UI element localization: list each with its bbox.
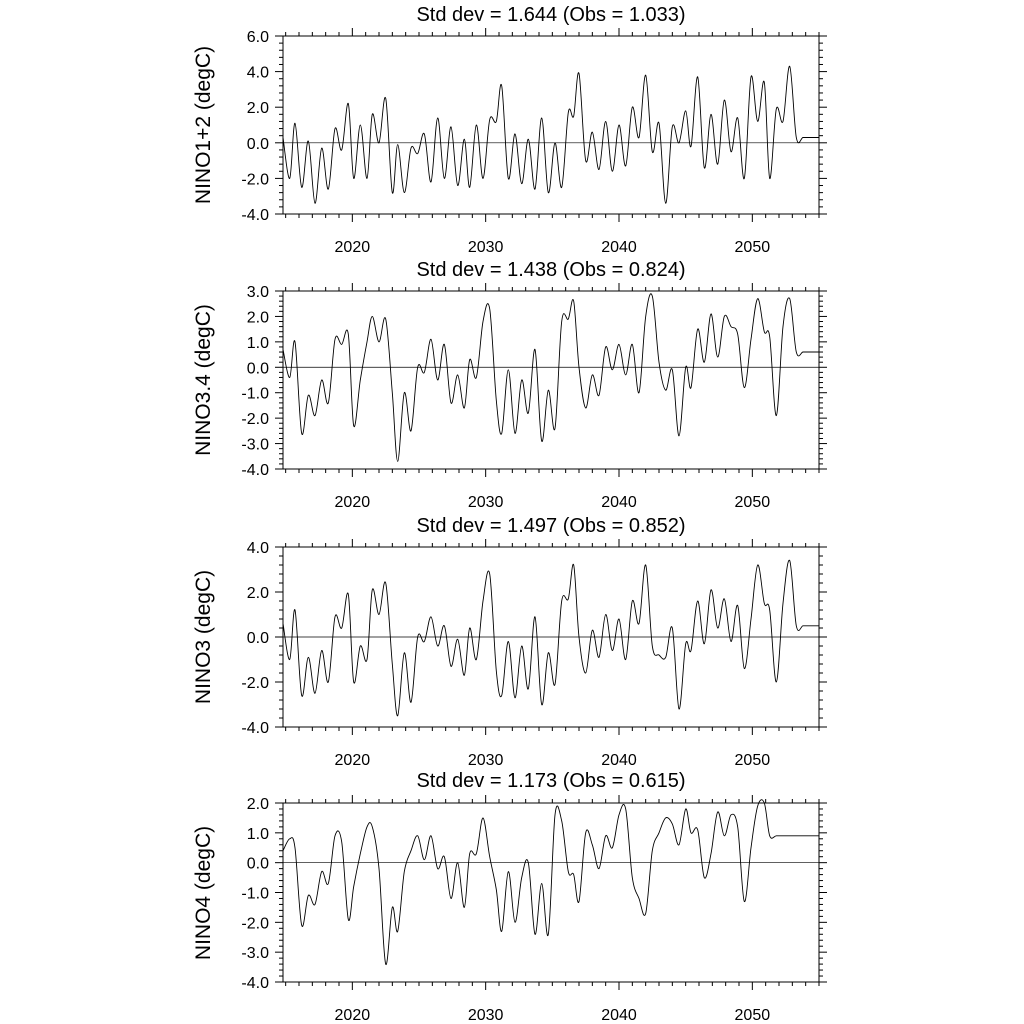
x-tick-label: 2020 bbox=[335, 239, 371, 256]
x-tick-label: 2050 bbox=[735, 1007, 771, 1024]
x-tick-label: 2040 bbox=[601, 752, 637, 769]
x-tick-label: 2040 bbox=[601, 494, 637, 511]
y-axis-label: NINO3 (degC) bbox=[192, 570, 215, 704]
series-line bbox=[282, 799, 819, 965]
y-tick-label: 0.0 bbox=[247, 136, 269, 153]
panel-title: Std dev = 1.497 (Obs = 0.852) bbox=[416, 515, 685, 537]
y-tick-label: 4.0 bbox=[247, 540, 269, 557]
y-tick-label: -1.0 bbox=[241, 886, 269, 903]
y-tick-label: -2.0 bbox=[241, 915, 269, 932]
x-tick-label: 2040 bbox=[601, 1007, 637, 1024]
y-tick-label: 3.0 bbox=[247, 284, 269, 301]
series-line bbox=[282, 559, 819, 717]
panel-nino34: Std dev = 1.438 (Obs = 0.824) NINO3.4 (d… bbox=[192, 259, 827, 511]
y-tick-label: 2.0 bbox=[247, 309, 269, 326]
y-tick-label: 0.0 bbox=[247, 856, 269, 873]
y-tick-label: -4.0 bbox=[241, 975, 269, 992]
y-tick-label: -2.0 bbox=[241, 675, 269, 692]
series-line bbox=[282, 65, 819, 204]
y-tick-label: -3.0 bbox=[241, 945, 269, 962]
x-tick-label: 2020 bbox=[335, 1007, 371, 1024]
y-tick-label: 1.0 bbox=[247, 826, 269, 843]
y-tick-label: 2.0 bbox=[247, 100, 269, 117]
x-tick-label: 2030 bbox=[468, 752, 504, 769]
y-tick-label: 2.0 bbox=[247, 796, 269, 813]
y-tick-label: 6.0 bbox=[247, 29, 269, 46]
panel-nino4: Std dev = 1.173 (Obs = 0.615) NINO4 (deg… bbox=[192, 770, 827, 1024]
y-tick-label: -4.0 bbox=[241, 462, 269, 479]
x-tick-label: 2020 bbox=[335, 494, 371, 511]
y-tick-label: 4.0 bbox=[247, 65, 269, 82]
panel-nino3: Std dev = 1.497 (Obs = 0.852) NINO3 (deg… bbox=[192, 515, 827, 769]
y-tick-label: -2.0 bbox=[241, 411, 269, 428]
y-tick-label: 0.0 bbox=[247, 360, 269, 377]
y-tick-label: 2.0 bbox=[247, 585, 269, 602]
x-tick-label: 2040 bbox=[601, 239, 637, 256]
y-tick-label: 1.0 bbox=[247, 335, 269, 352]
x-tick-label: 2050 bbox=[735, 494, 771, 511]
panel-title: Std dev = 1.438 (Obs = 0.824) bbox=[416, 259, 685, 281]
x-tick-label: 2030 bbox=[468, 1007, 504, 1024]
plot-frame bbox=[282, 35, 820, 215]
x-tick-label: 2030 bbox=[468, 494, 504, 511]
panel-title: Std dev = 1.644 (Obs = 1.033) bbox=[416, 4, 685, 26]
y-axis-label: NINO4 (degC) bbox=[192, 826, 215, 960]
series-line bbox=[282, 293, 819, 462]
plot-frame bbox=[282, 290, 820, 470]
y-axis-label: NINO1+2 (degC) bbox=[192, 46, 215, 204]
y-tick-label: 0.0 bbox=[247, 630, 269, 647]
y-tick-label: -4.0 bbox=[241, 207, 269, 224]
x-tick-label: 2050 bbox=[735, 239, 771, 256]
x-tick-label: 2050 bbox=[735, 752, 771, 769]
x-tick-label: 2030 bbox=[468, 239, 504, 256]
panel-title: Std dev = 1.173 (Obs = 0.615) bbox=[416, 770, 685, 792]
panel-nino12: Std dev = 1.644 (Obs = 1.033) NINO1+2 (d… bbox=[192, 4, 827, 256]
y-tick-label: -1.0 bbox=[241, 386, 269, 403]
x-tick-label: 2020 bbox=[335, 752, 371, 769]
y-axis-label: NINO3.4 (degC) bbox=[192, 304, 215, 456]
y-tick-label: -2.0 bbox=[241, 171, 269, 188]
y-tick-label: -3.0 bbox=[241, 437, 269, 454]
y-tick-label: -4.0 bbox=[241, 720, 269, 737]
